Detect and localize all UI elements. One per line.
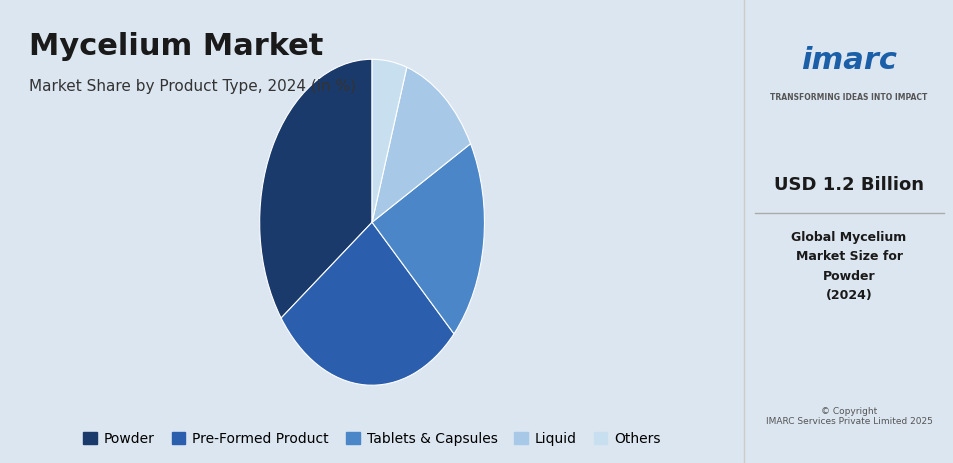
Wedge shape [372, 144, 484, 334]
Text: © Copyright
IMARC Services Private Limited 2025: © Copyright IMARC Services Private Limit… [765, 407, 931, 426]
Wedge shape [281, 222, 454, 385]
Text: Global Mycelium
Market Size for
Powder
(2024): Global Mycelium Market Size for Powder (… [791, 232, 905, 301]
Wedge shape [259, 59, 372, 318]
Text: TRANSFORMING IDEAS INTO IMPACT: TRANSFORMING IDEAS INTO IMPACT [770, 93, 926, 101]
Wedge shape [372, 67, 470, 222]
Text: USD 1.2 Billion: USD 1.2 Billion [773, 176, 923, 194]
Wedge shape [372, 59, 406, 222]
Text: Mycelium Market: Mycelium Market [29, 32, 323, 62]
Text: Market Share by Product Type, 2024 (in %): Market Share by Product Type, 2024 (in %… [29, 79, 355, 94]
Legend: Powder, Pre-Formed Product, Tablets & Capsules, Liquid, Others: Powder, Pre-Formed Product, Tablets & Ca… [77, 426, 666, 451]
Text: imarc: imarc [801, 46, 896, 75]
